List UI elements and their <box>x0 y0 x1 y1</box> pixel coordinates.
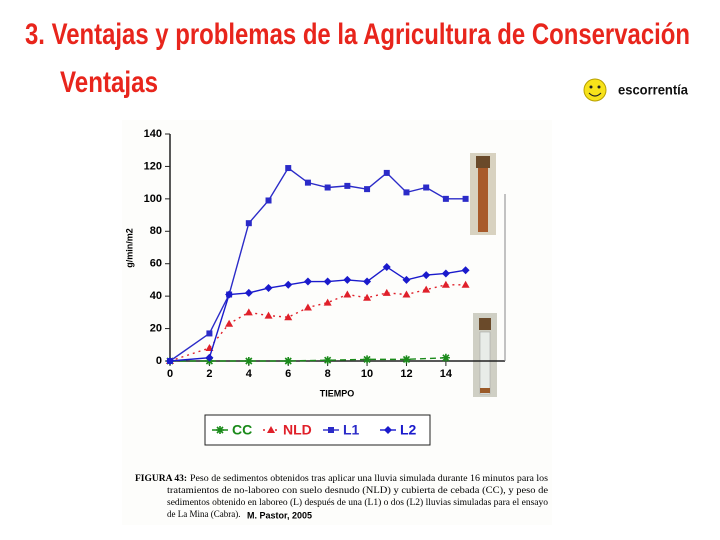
point <box>402 355 411 364</box>
note: escorrentía <box>618 82 688 98</box>
legend-marker <box>267 426 275 433</box>
caption-line: Peso de sedimentos obtenidos tras aplica… <box>190 473 549 483</box>
sample-photo <box>470 153 496 235</box>
legend-label: NLD <box>283 422 312 438</box>
legend-marker <box>328 427 334 433</box>
caption-line: tratamientos de no-laboreo con suelo des… <box>167 485 548 495</box>
point <box>284 313 293 321</box>
point <box>462 195 469 202</box>
point <box>245 220 252 227</box>
y-tick-label: 120 <box>144 160 162 172</box>
point <box>423 184 430 191</box>
point <box>363 277 372 286</box>
x-tick-label: 8 <box>325 368 331 380</box>
point <box>264 284 273 293</box>
legend-label: L2 <box>400 422 417 438</box>
slide-title: 3. Ventajas y problemas de la Agricultur… <box>25 18 690 51</box>
x-axis-title: TIEMPO <box>320 388 355 398</box>
point <box>364 186 371 193</box>
point <box>284 280 293 289</box>
x-tick-label: 12 <box>400 368 412 380</box>
y-tick-label: 40 <box>150 290 162 302</box>
point <box>324 184 331 191</box>
point <box>323 298 332 306</box>
point <box>343 275 352 284</box>
point <box>304 179 311 186</box>
caption-author: M. Pastor, 2005 <box>247 510 312 520</box>
point <box>323 356 332 365</box>
point <box>344 182 351 189</box>
point <box>383 169 390 176</box>
point <box>225 319 234 327</box>
y-tick-label: 60 <box>150 258 162 270</box>
y-tick-label: 80 <box>150 225 162 237</box>
point <box>323 277 332 286</box>
y-tick-label: 20 <box>150 322 162 334</box>
x-tick-label: 0 <box>167 368 173 380</box>
x-tick-label: 10 <box>361 368 373 380</box>
point <box>441 269 450 278</box>
point <box>284 357 293 365</box>
y-tick-label: 140 <box>144 128 162 140</box>
point <box>403 189 410 196</box>
point <box>382 262 391 271</box>
legend-label: L1 <box>343 422 360 438</box>
point <box>303 277 312 286</box>
point <box>205 353 214 362</box>
y-axis-title: g/min/m2 <box>124 228 134 268</box>
point <box>422 271 431 280</box>
point <box>363 355 372 364</box>
point <box>402 290 411 298</box>
caption-line: sedimentos obtenido en laboreo (L) despu… <box>167 497 549 507</box>
x-tick-label: 6 <box>285 368 291 380</box>
point <box>244 288 253 297</box>
point <box>441 280 450 288</box>
legend-marker <box>384 426 392 434</box>
point <box>441 353 450 362</box>
slide-subtitle: Ventajas <box>60 66 158 99</box>
y-tick-label: 100 <box>144 193 162 205</box>
smiley-icon <box>583 78 607 102</box>
point <box>422 285 431 293</box>
point <box>244 357 253 365</box>
legend-label: CC <box>232 422 252 438</box>
point <box>363 293 372 301</box>
point <box>461 280 470 288</box>
series <box>166 262 470 365</box>
x-tick-label: 14 <box>440 368 453 380</box>
x-tick-label: 2 <box>206 368 212 380</box>
series-line <box>170 357 446 362</box>
point <box>382 288 391 296</box>
point <box>264 311 273 319</box>
caption-label: FIGURA 43: <box>135 474 187 484</box>
x-tick-label: 4 <box>246 368 253 380</box>
legend-marker <box>216 426 224 434</box>
point <box>303 303 312 311</box>
point <box>343 290 352 298</box>
caption-line: de La Mina (Cabra). <box>167 509 240 519</box>
point <box>461 266 470 275</box>
point <box>244 308 253 316</box>
point <box>225 290 234 299</box>
point <box>285 165 292 172</box>
point <box>166 357 174 365</box>
point <box>265 197 272 204</box>
sample-photo <box>473 313 497 397</box>
y-tick-label: 0 <box>156 355 162 367</box>
point <box>442 195 449 202</box>
point <box>206 330 213 337</box>
point <box>402 275 411 284</box>
